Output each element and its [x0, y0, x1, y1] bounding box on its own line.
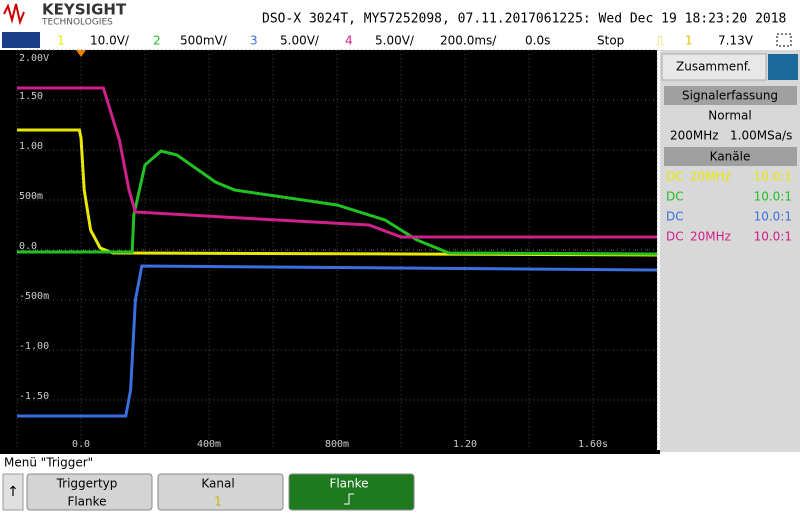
channel-coupling: DC: [666, 230, 684, 244]
channel-bw-limit: 20MHz: [690, 230, 731, 244]
channel-number: 1: [57, 34, 65, 48]
channel-scale: 500mV/: [180, 34, 228, 48]
trace: [17, 149, 658, 256]
acq-header: Signalerfassung: [682, 89, 778, 103]
left-margin: [0, 50, 17, 450]
y-tick-label: -500m: [19, 291, 49, 302]
trigger-level: 7.13V: [718, 34, 754, 48]
delay: 0.0s: [525, 34, 550, 48]
y-tick-label: -1.00: [19, 341, 49, 352]
side-panel: [660, 50, 800, 452]
softkey[interactable]: [26, 473, 153, 511]
channel-rows: DC 20MHz 10.0:1 DC 10.0:1 DC 10.0:1 DC 20MHz 10.0…: [666, 170, 792, 244]
channel-number: 2: [153, 34, 161, 48]
header-title: DSO-X 3024T, MY57252098, 07.11.201706122…: [262, 12, 786, 27]
x-tick-label: 0.0: [72, 439, 90, 450]
channel-coupling: DC: [666, 170, 684, 184]
tab[interactable]: [661, 53, 767, 81]
back-arrow[interactable]: ↑: [7, 484, 19, 500]
bottom-margin: [0, 450, 660, 454]
softkey-label[interactable]: Flanke: [329, 477, 368, 491]
back-button[interactable]: [2, 473, 24, 511]
x-tick-label: 400m: [197, 439, 221, 450]
channel-probe: 10.0:1: [754, 210, 792, 224]
ch-header-bg: [664, 147, 797, 166]
channel-scale: 10.0V/: [90, 34, 130, 48]
acq-mode: Normal: [708, 109, 751, 123]
trigger-source: 1: [685, 34, 693, 48]
channel-scale: 5.00V/: [280, 34, 320, 48]
ch-header: Kanäle: [710, 150, 751, 164]
logo-icon: [3, 3, 25, 26]
channel-coupling: DC: [666, 190, 684, 204]
tab-label[interactable]: Zusammenf.: [676, 60, 751, 74]
trigger-pos-marker: [76, 50, 86, 57]
y-tick-label: 1.00: [19, 141, 43, 152]
tab-icon[interactable]: [768, 54, 798, 80]
channel-probe: 10.0:1: [754, 190, 792, 204]
axis-labels: 2.00V 1.50 1.00 500m 0.0 -500m -1.00 -1.50 0.0 40…: [19, 53, 608, 450]
channel-scale: 5.00V/: [375, 34, 415, 48]
channel-bw-limit: 20MHz: [690, 170, 731, 184]
edge-icon[interactable]: [344, 493, 354, 505]
y-tick-label: -1.50: [19, 391, 49, 402]
bandwidth: 200MHz: [670, 129, 719, 143]
status-group: 200.0ms/ 0.0s Stop ⎍ 1 7.13V 1 10.0V/2 500…: [57, 34, 754, 48]
softkey-label[interactable]: Kanal: [201, 477, 234, 491]
channel-probe: 10.0:1: [754, 230, 792, 244]
channel-probe: 10.0:1: [754, 170, 792, 184]
channel-number: 3: [250, 34, 258, 48]
y-tick-label: 0.0: [19, 241, 37, 252]
trace: [17, 86, 657, 239]
channel-number: 4: [345, 34, 353, 48]
x-tick-label: 1.20: [453, 439, 477, 450]
zoom-icon[interactable]: [776, 33, 792, 47]
grid: [16, 49, 658, 450]
status-bar: [0, 31, 800, 50]
x-tick-label: 800m: [325, 439, 349, 450]
y-tick-label: 2.00V: [19, 53, 49, 64]
softkey-label[interactable]: Triggertyp: [56, 477, 118, 491]
menu-title: Menü "Trigger": [4, 456, 93, 470]
softkey[interactable]: [288, 473, 415, 511]
header-bg: [0, 0, 800, 30]
channel-coupling: DC: [666, 210, 684, 224]
y-tick-label: 500m: [19, 191, 43, 202]
trace: [17, 128, 658, 257]
y-tick-label: 1.50: [19, 91, 43, 102]
softkeys: Triggertyp Flanke Kanal 1 Flanke: [26, 473, 415, 511]
sample-rate: 1.00MSa/s: [730, 129, 792, 143]
softkey[interactable]: [157, 473, 284, 511]
run-indicator: [2, 32, 40, 48]
timebase: 200.0ms/: [440, 34, 497, 48]
softkey-value[interactable]: Flanke: [67, 495, 106, 509]
logo: KEYSIGHT: [42, 1, 127, 19]
trigger-icon: ⎍: [656, 34, 665, 48]
x-tick-label: 1.60s: [578, 439, 608, 450]
softkey-value[interactable]: 1: [214, 495, 222, 509]
logo-sub: TECHNOLOGIES: [41, 18, 113, 28]
trace: [17, 264, 658, 418]
run-state: Stop: [597, 34, 624, 48]
acq-header-bg: [664, 86, 797, 105]
traces: [17, 86, 658, 418]
